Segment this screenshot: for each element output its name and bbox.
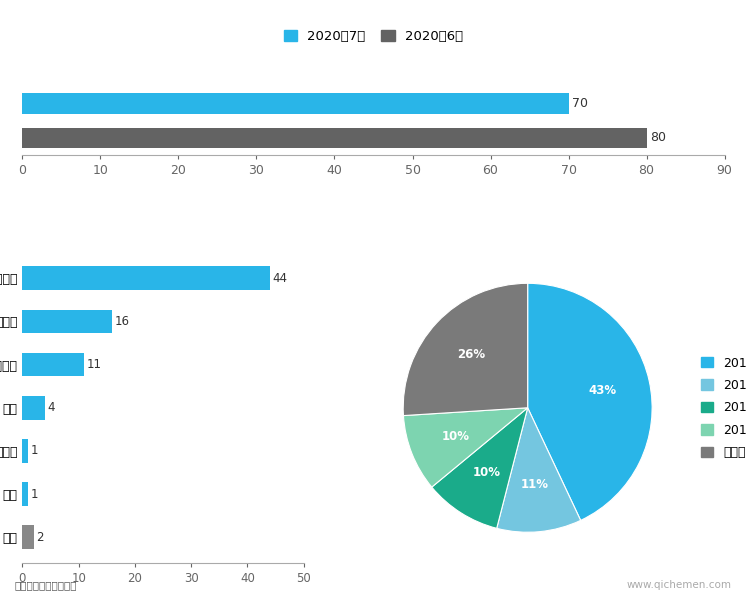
Bar <box>22 127 647 148</box>
Text: 80: 80 <box>651 132 666 145</box>
Text: 11%: 11% <box>521 478 549 491</box>
Text: 43%: 43% <box>589 384 617 397</box>
Text: 来源：汽车门网数据部: 来源：汽车门网数据部 <box>15 580 78 590</box>
Wedge shape <box>403 408 527 487</box>
Text: 26%: 26% <box>457 349 486 362</box>
Text: 4: 4 <box>47 401 55 415</box>
Bar <box>22 482 28 506</box>
Text: 11: 11 <box>87 358 102 371</box>
Text: 44: 44 <box>272 272 288 285</box>
Text: 1: 1 <box>31 487 38 500</box>
Wedge shape <box>497 408 580 533</box>
Bar <box>22 93 568 114</box>
Bar <box>22 439 28 463</box>
Wedge shape <box>432 408 527 528</box>
Wedge shape <box>403 283 527 416</box>
Bar <box>22 266 270 290</box>
Text: 10%: 10% <box>472 467 500 479</box>
Bar <box>22 396 45 420</box>
Text: 16: 16 <box>115 315 130 328</box>
Text: 10%: 10% <box>442 430 470 443</box>
Text: 70: 70 <box>572 97 589 110</box>
Text: www.qichemen.com: www.qichemen.com <box>627 580 732 590</box>
Legend: 2020年7月, 2020年6月: 2020年7月, 2020年6月 <box>279 24 468 48</box>
Bar <box>22 353 84 377</box>
Legend: 2019款, 2016款, 2018款, 2015款, 其它款: 2019款, 2016款, 2018款, 2015款, 其它款 <box>695 352 747 464</box>
Bar <box>22 310 113 333</box>
Text: 2: 2 <box>36 531 43 544</box>
Wedge shape <box>527 283 652 521</box>
Text: 1: 1 <box>31 445 38 457</box>
Bar <box>22 525 34 549</box>
